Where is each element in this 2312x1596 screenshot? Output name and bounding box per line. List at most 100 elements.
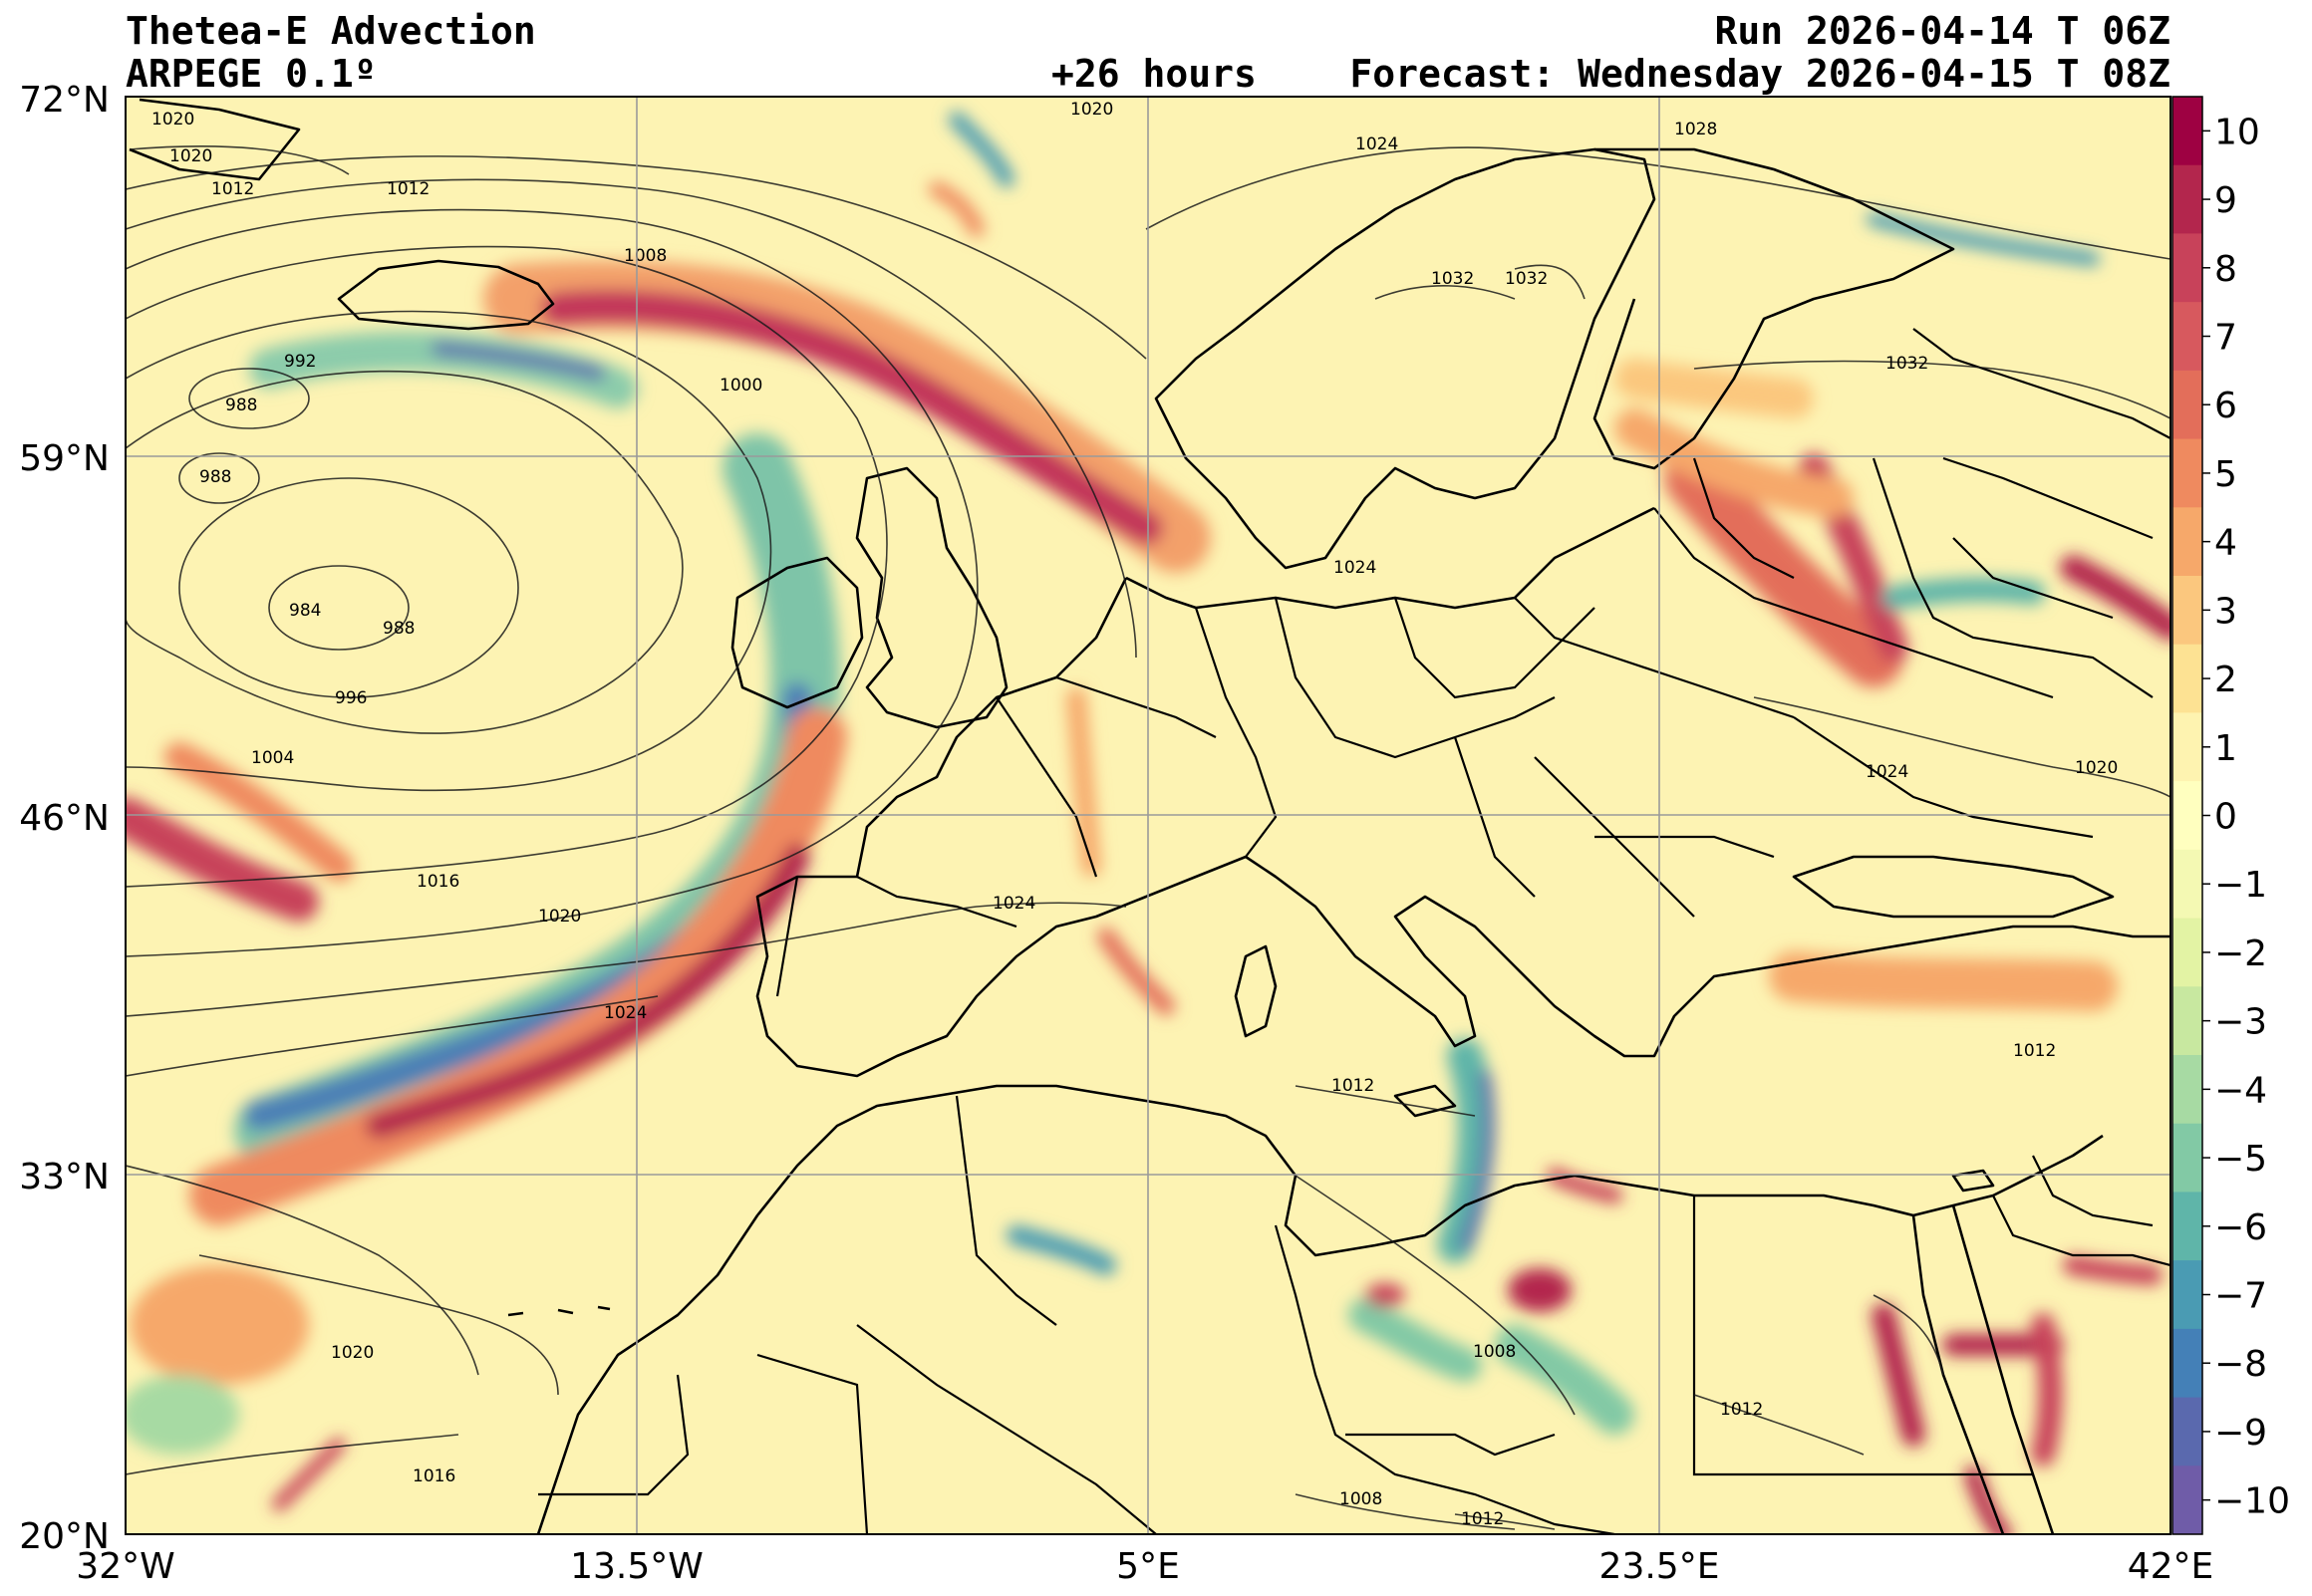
colorbar-segment — [2172, 986, 2202, 1056]
lead-time-label: +26 hours — [1051, 52, 1257, 96]
isobar-label: 1020 — [1070, 100, 1113, 120]
colorbar-tick-label: 2 — [2214, 660, 2237, 700]
isobar-label: 1012 — [1461, 1509, 1504, 1529]
colorbar-segment — [2172, 1260, 2202, 1330]
isobar-label: 1032 — [1505, 269, 1548, 289]
isobar-label: 1032 — [1885, 354, 1928, 374]
colorbar-tick-label: −2 — [2214, 933, 2267, 974]
isobar-label: 1012 — [387, 179, 430, 199]
longitude-labels: 32°W 13.5°W 5°E 23.5°E 42°E — [76, 1546, 2213, 1587]
forecast-label: Forecast: Wednesday 2026-04-15 T 08Z — [1349, 52, 2170, 96]
isobar-label: 1024 — [1355, 134, 1398, 154]
isobar-label: 988 — [199, 467, 231, 487]
colorbar-segment — [2172, 644, 2202, 713]
isobar-label: 1012 — [1720, 1400, 1763, 1420]
colorbar-segment — [2172, 918, 2202, 987]
colorbar-tick-label: −1 — [2214, 865, 2267, 906]
graticule — [126, 97, 2170, 1534]
run-label: Run 2026-04-14 T 06Z — [1714, 9, 2170, 53]
isobar-label: 1024 — [1333, 558, 1376, 578]
lon-tick-label: 13.5°W — [570, 1546, 704, 1587]
lon-tick-label: 32°W — [76, 1546, 174, 1587]
map-frame — [125, 96, 2171, 1535]
lat-tick-label: 72°N — [19, 80, 110, 121]
colorbar-segment — [2172, 849, 2202, 920]
isobar-label: 1004 — [251, 748, 294, 768]
colorbar-segment — [2172, 1055, 2202, 1125]
colorbar-tick-label: 3 — [2214, 591, 2237, 632]
isobar-label: 1000 — [720, 376, 762, 396]
colorbar-tick-label: −10 — [2214, 1481, 2290, 1522]
colorbar-tick-label: 8 — [2214, 249, 2237, 290]
colorbar-tick-label: 4 — [2214, 523, 2237, 564]
colorbar-segment — [2172, 712, 2202, 782]
colorbar-tick-label: 1 — [2214, 728, 2237, 769]
colorbar-segment — [2172, 370, 2202, 440]
colorbar-tick-label: −8 — [2214, 1344, 2267, 1385]
colorbar-segment — [2172, 1192, 2202, 1261]
isobar-label: 1020 — [169, 146, 212, 166]
colorbar-tick-label: −7 — [2214, 1276, 2267, 1317]
lat-tick-label: 20°N — [19, 1516, 110, 1557]
colorbar-tick-label: −5 — [2214, 1139, 2267, 1180]
colorbar-segment — [2172, 781, 2202, 851]
isobar-label: 1016 — [417, 872, 459, 892]
lat-tick-label: 46°N — [19, 798, 110, 839]
latitude-labels: 72°N 59°N 46°N 33°N 20°N — [19, 80, 110, 1557]
isobar-label: 1028 — [1674, 120, 1717, 139]
colorbar-segment — [2172, 164, 2202, 234]
lon-tick-label: 23.5°E — [1599, 1546, 1720, 1587]
lon-tick-label: 42°E — [2128, 1546, 2214, 1587]
lat-tick-label: 33°N — [19, 1157, 110, 1197]
map-title: Thetea-E Advection — [126, 9, 536, 53]
colorbar-tick-label: 6 — [2214, 386, 2237, 426]
isobar-label: 992 — [284, 352, 316, 372]
colorbar-tick-label: 7 — [2214, 318, 2237, 359]
isobar-label: 1012 — [1331, 1076, 1374, 1096]
isobar-label: 1024 — [604, 1003, 647, 1023]
colorbar-segment — [2172, 507, 2202, 577]
colorbar-tick-label: 9 — [2214, 180, 2237, 221]
coastlines — [129, 98, 2170, 1534]
isobar-label: 1024 — [993, 894, 1035, 914]
colorbar-segment — [2172, 1397, 2202, 1466]
colorbar-segment — [2172, 1465, 2202, 1535]
isobar-label: 1020 — [331, 1343, 374, 1363]
isobar-label: 1008 — [1339, 1489, 1382, 1509]
colorbar-segment — [2172, 576, 2202, 646]
colorbar-tick-label: 0 — [2214, 797, 2237, 838]
isobar-label: 1012 — [2013, 1041, 2056, 1061]
colorbar-segment — [2172, 1328, 2202, 1399]
colorbar-segment — [2172, 302, 2202, 372]
isobar-labels: 1020 1020 1012 1012 1008 992 988 988 100… — [151, 100, 2118, 1529]
borders — [538, 328, 2170, 1534]
isobar-label: 1020 — [538, 907, 581, 927]
isobar-label: 988 — [225, 396, 257, 415]
colorbar-tick-label: −9 — [2214, 1413, 2267, 1454]
colorbar-segment — [2172, 233, 2202, 303]
lon-tick-label: 5°E — [1116, 1546, 1180, 1587]
isobar-label: 984 — [289, 601, 321, 621]
isobar-label: 1020 — [2075, 758, 2118, 778]
map-area: 1020 1020 1012 1012 1008 992 988 988 100… — [126, 97, 2170, 1534]
colorbar-tick-label: −4 — [2214, 1070, 2267, 1111]
isobars — [126, 145, 2170, 1530]
isobar-label: 988 — [383, 619, 415, 639]
lat-tick-label: 59°N — [19, 438, 110, 479]
isobar-label: 1008 — [1473, 1342, 1516, 1362]
isobar-label: 996 — [335, 688, 367, 708]
isobar-label: 1008 — [624, 246, 667, 266]
isobar-label: 1024 — [1866, 762, 1908, 782]
colorbar-tick-label: 5 — [2214, 454, 2237, 495]
isobar-label: 1012 — [211, 179, 254, 199]
colorbar-tick-label: −3 — [2214, 1002, 2267, 1043]
colorbar-segment — [2172, 97, 2202, 166]
model-label: ARPEGE 0.1º — [126, 52, 377, 96]
colorbar-segment — [2172, 438, 2202, 508]
colorbar-segment — [2172, 1123, 2202, 1193]
isobar-label: 1020 — [151, 110, 194, 130]
isobar-label: 1016 — [413, 1466, 455, 1486]
colorbar-tick-label: 10 — [2214, 112, 2260, 152]
